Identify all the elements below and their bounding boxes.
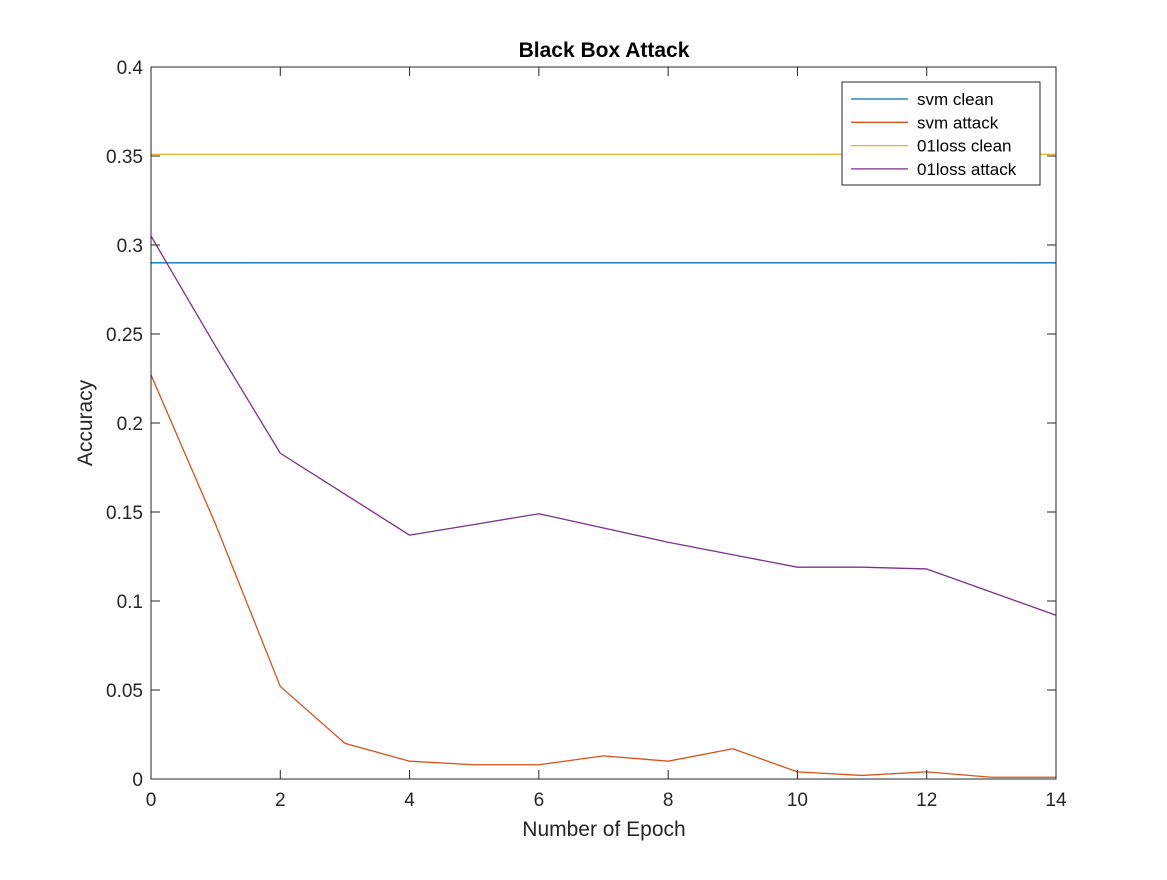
y-tick-label: 0 [132, 770, 143, 791]
chart-title: Black Box Attack [519, 39, 690, 62]
x-tick-label: 10 [787, 790, 808, 811]
x-axis-label: Number of Epoch [522, 818, 685, 841]
y-tick-label: 0.15 [106, 503, 143, 524]
legend-label: 01loss attack [917, 160, 1017, 179]
legend-label: 01loss clean [917, 137, 1012, 156]
x-tick-label: 14 [1045, 790, 1067, 811]
x-tick-label: 0 [146, 790, 157, 811]
x-tick-label: 4 [404, 790, 415, 811]
y-tick-label: 0.1 [117, 592, 143, 613]
y-tick-label: 0.05 [106, 681, 143, 702]
plot-area [151, 67, 1056, 779]
ticks-layer: 0 2 4 6 8 10 12 14 0 0.05 0.1 0.15 0.2 0.25 0.3 0.35 0.4 [106, 58, 1067, 811]
y-axis-label: Accuracy [74, 379, 97, 466]
legend: svm clean svm attack 01loss clean 01loss at… [841, 81, 1041, 186]
y-tick-label: 0.2 [117, 414, 143, 435]
x-tick-label: 12 [916, 790, 937, 811]
y-tick-label: 0.35 [106, 147, 143, 168]
x-tick-label: 2 [275, 790, 286, 811]
y-tick-label: 0.25 [106, 325, 143, 346]
x-tick-label: 6 [534, 790, 545, 811]
legend-label: svm clean [917, 90, 994, 109]
y-tick-label: 0.3 [117, 236, 143, 257]
legend-label: svm attack [917, 113, 999, 132]
x-tick-label: 8 [663, 790, 674, 811]
y-tick-label: 0.4 [117, 58, 144, 79]
series-line-01loss-attack [150, 235, 1057, 616]
series-line-svm-attack [150, 374, 1057, 778]
